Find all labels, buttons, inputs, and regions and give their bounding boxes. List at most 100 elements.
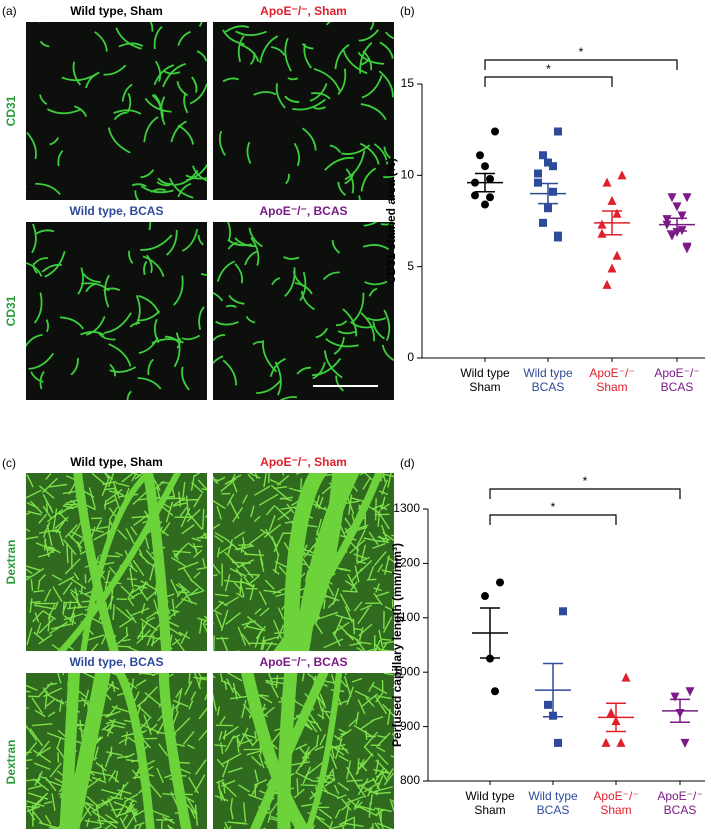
image-caption: ApoE⁻/⁻, Sham (260, 455, 347, 469)
significance-mark: * (579, 45, 584, 59)
data-point (476, 151, 484, 159)
capillary (189, 671, 190, 684)
panel-label: (b) (400, 4, 415, 18)
capillary (116, 599, 127, 600)
capillary (161, 821, 162, 829)
y-tick-label: 1200 (393, 556, 420, 570)
data-point (608, 196, 617, 205)
micrograph (7, 658, 217, 829)
micrograph (206, 655, 411, 829)
data-point (607, 708, 616, 717)
capillary (162, 794, 170, 795)
data-point (486, 175, 494, 183)
data-point (559, 607, 567, 615)
significance-bracket (485, 77, 612, 87)
panel-label: (d) (400, 456, 415, 470)
data-point (686, 687, 695, 696)
y-tick-label: 0 (407, 350, 414, 364)
y-axis-label: CD31 stained area (%) (384, 158, 398, 284)
data-point (602, 738, 611, 747)
capillary (17, 603, 26, 609)
capillary (102, 714, 113, 715)
capillary (21, 752, 32, 753)
y-tick-label: 1300 (393, 501, 420, 515)
data-point (603, 280, 612, 289)
data-point (668, 232, 677, 241)
capillary (180, 500, 198, 501)
y-tick-label: 1000 (393, 664, 420, 678)
stain-label: CD31 (4, 295, 18, 326)
data-point (598, 229, 607, 238)
capillary (373, 823, 374, 829)
capillary (247, 574, 260, 575)
data-point (539, 151, 547, 159)
significance-bracket (490, 489, 680, 499)
data-point (544, 701, 552, 709)
image-caption: Wild type, Sham (70, 4, 163, 18)
image-caption: ApoE⁻/⁻, BCAS (259, 655, 347, 669)
image-background (26, 222, 207, 400)
micrograph (205, 2, 401, 223)
capillary (300, 785, 314, 786)
data-point (613, 251, 622, 260)
capillary (393, 796, 401, 803)
capillary (82, 601, 90, 602)
significance-mark: * (551, 500, 556, 514)
data-point (554, 739, 562, 747)
x-tick-label: ApoE⁻/⁻Sham (593, 789, 638, 817)
micrograph (25, 197, 212, 401)
image-caption: ApoE⁻/⁻, Sham (260, 4, 347, 18)
micrograph (22, 2, 220, 203)
data-point (481, 201, 489, 209)
data-point (471, 191, 479, 199)
stain-label: Dextran (4, 540, 18, 585)
data-point (539, 219, 547, 227)
image-caption: ApoE⁻/⁻, BCAS (259, 204, 347, 218)
data-point (481, 162, 489, 170)
panel-label: (a) (2, 4, 17, 18)
data-point (481, 592, 489, 600)
capillary (353, 619, 354, 634)
capillary (13, 788, 27, 805)
x-tick-label: ApoE⁻/⁻BCAS (654, 366, 699, 394)
capillary (378, 454, 380, 473)
data-point (683, 244, 692, 253)
y-axis-label: Perfused capillary length (mm/mm³) (390, 543, 404, 747)
capillary (165, 498, 185, 499)
image-caption: Wild type, Sham (70, 455, 163, 469)
capillary (195, 660, 204, 674)
data-point (554, 233, 562, 241)
capillary (133, 777, 142, 778)
capillary (297, 778, 298, 794)
significance-mark: * (546, 62, 551, 76)
data-point (668, 193, 677, 202)
data-point (534, 179, 542, 187)
significance-bracket (490, 515, 616, 525)
data-point (549, 162, 557, 170)
data-point (554, 127, 562, 135)
data-point (486, 193, 494, 201)
data-point (681, 739, 690, 748)
image-background (213, 222, 394, 400)
data-point (613, 209, 622, 218)
data-point (496, 578, 504, 586)
capillary (111, 747, 112, 757)
data-point (534, 170, 542, 178)
panel-label: (c) (2, 456, 16, 470)
data-point (683, 193, 692, 202)
data-point (491, 127, 499, 135)
capillary (374, 635, 375, 654)
x-tick-label: ApoE⁻/⁻BCAS (657, 789, 702, 817)
y-tick-label: 800 (400, 773, 420, 787)
micrograph (198, 454, 410, 669)
significance-bracket (485, 60, 677, 70)
capillary (20, 721, 27, 728)
data-point (618, 170, 627, 179)
y-tick-label: 15 (401, 76, 415, 90)
